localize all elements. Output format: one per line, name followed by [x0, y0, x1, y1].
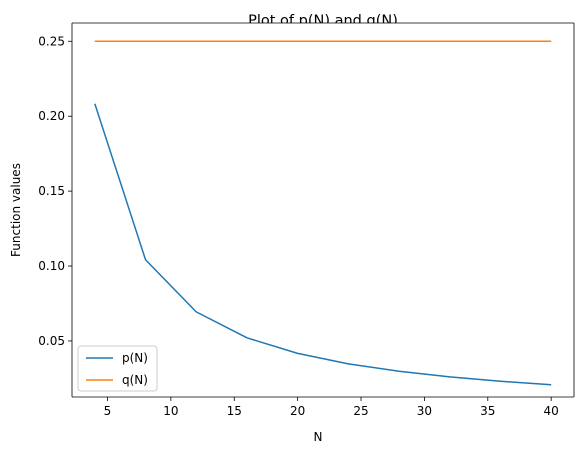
x-axis-ticks: 5 10 15 20 25 30 35 40: [104, 397, 559, 418]
x-tick-label: 15: [227, 404, 242, 418]
y-tick-label: 0.25: [38, 34, 65, 48]
x-tick-label: 35: [480, 404, 495, 418]
series-layer: [94, 40, 552, 386]
x-axis-label: N: [314, 430, 323, 444]
y-axis-ticks: 0.05 0.10 0.15 0.20 0.25: [38, 34, 72, 348]
y-axis-label: Function values: [9, 163, 23, 257]
legend: p(N) q(N): [77, 345, 158, 392]
plot-area: [72, 23, 574, 397]
x-tick-label: 5: [104, 404, 112, 418]
y-tick-label: 0.05: [38, 334, 65, 348]
x-tick-label: 40: [544, 404, 559, 418]
legend-label-p: p(N): [122, 351, 148, 365]
x-tick-label: 25: [353, 404, 368, 418]
series-line-p: [94, 103, 552, 386]
legend-label-q: q(N): [122, 373, 148, 387]
y-tick-label: 0.10: [38, 259, 65, 273]
x-tick-label: 30: [417, 404, 432, 418]
y-tick-label: 0.15: [38, 184, 65, 198]
x-tick-label: 20: [290, 404, 305, 418]
y-tick-label: 0.20: [38, 109, 65, 123]
x-tick-label: 10: [163, 404, 178, 418]
